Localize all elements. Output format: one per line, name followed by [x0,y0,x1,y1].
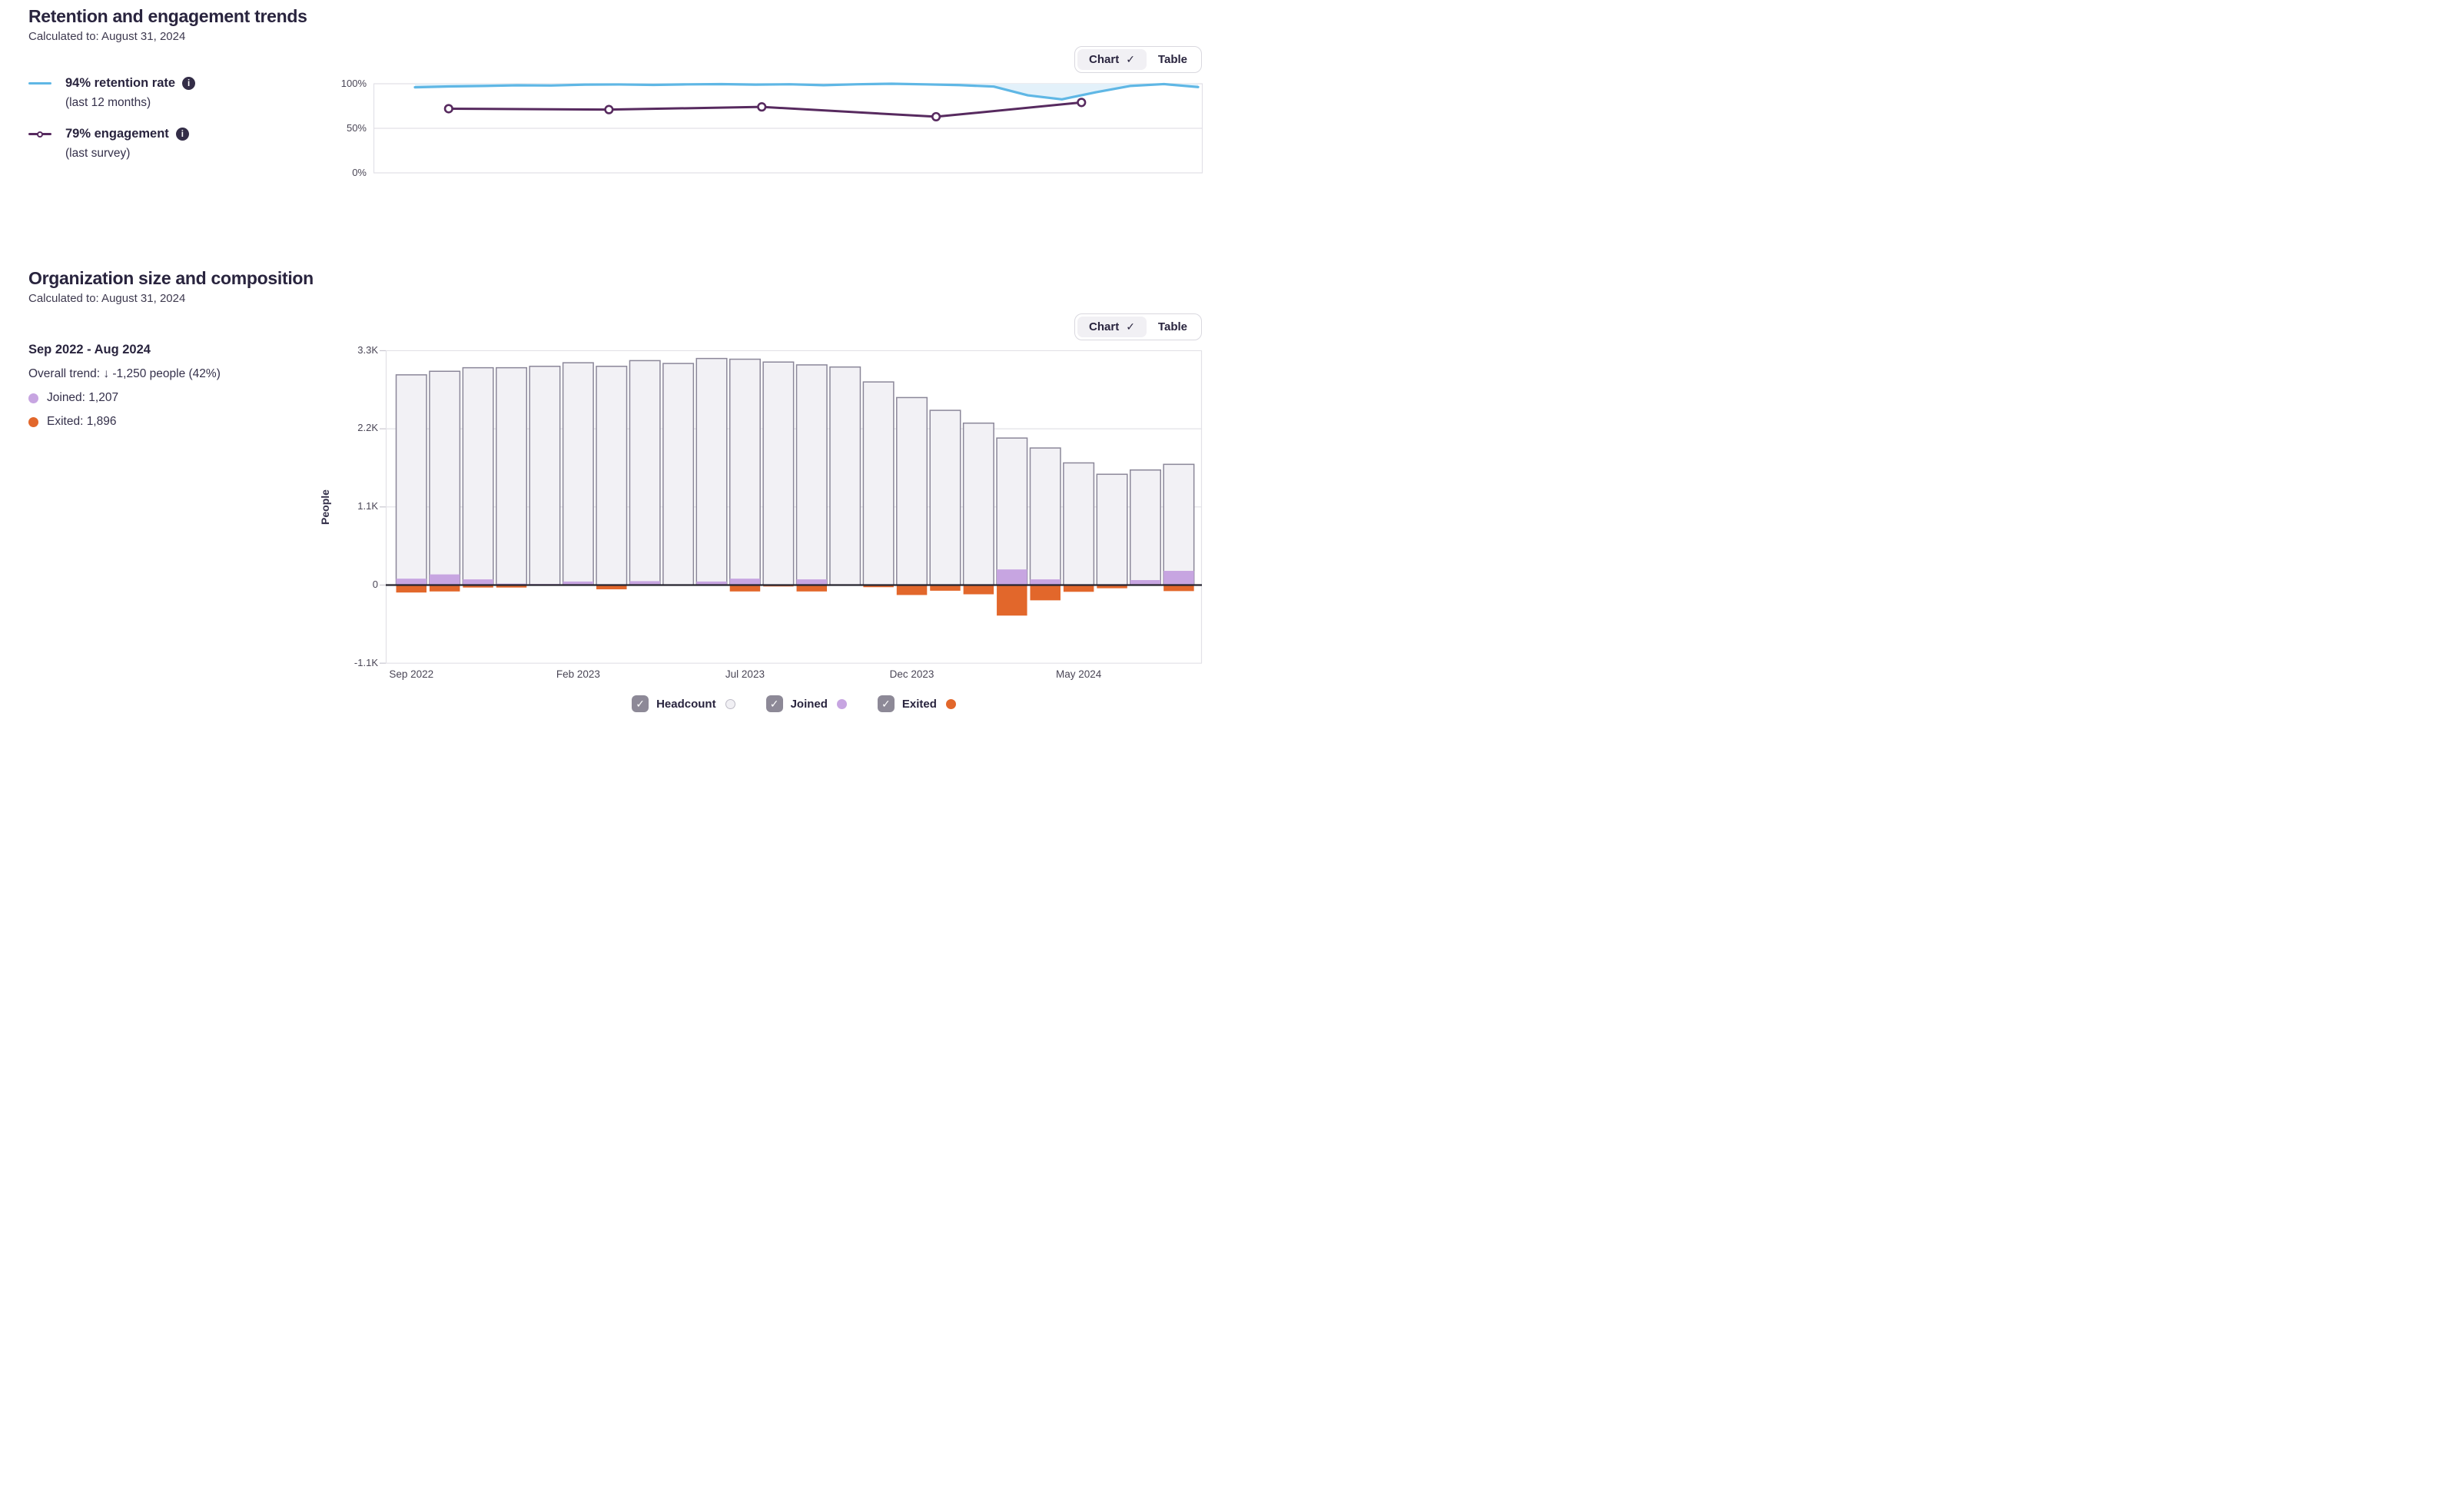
org-ytick-neg1100: -1.1K [354,657,378,668]
organization-section-title: Organization size and composition [28,268,314,288]
retention-section-title: Retention and engagement trends [28,6,307,26]
joined-legend-item: ✓ Joined [765,695,847,712]
organization-view-toggle: Chart ✓ Table [1074,313,1202,340]
retention-rate-period: (last 12 months) [65,96,151,109]
retention-ytick-0: 0% [352,167,367,178]
dashboard-page: Retention and engagement trends Calculat… [0,0,1226,756]
exited-dot-icon [28,416,38,427]
overall-trend: Overall trend: ↓ -1,250 people (42%) [28,367,221,380]
headcount-checkbox[interactable]: ✓ [632,695,649,712]
org-ytick-1100: 1.1K [357,500,378,512]
check-icon: ✓ [1126,320,1135,333]
org-xtick-label: May 2024 [1055,668,1102,680]
retention-ytick-50: 50% [346,122,367,134]
organization-table-tab[interactable]: Table [1147,317,1199,337]
retention-view-toggle: Chart ✓ Table [1074,46,1202,73]
headcount-legend-item: ✓ Headcount [632,695,735,712]
table-tab-label: Table [1157,320,1187,333]
org-bar-chart [380,350,1203,664]
org-xtick-label: Feb 2023 [556,668,600,680]
org-ytick-3300: 3.3K [357,344,378,356]
marker-circle-icon [37,131,43,138]
retention-table-tab[interactable]: Table [1147,49,1199,70]
joined-label: Joined [790,697,828,711]
table-tab-label: Table [1157,53,1187,66]
retention-line-chart [373,75,1203,179]
retention-plot [373,82,1203,174]
date-range: Sep 2022 - Aug 2024 [28,343,151,356]
engagement-line-swatch [28,131,51,138]
org-plot [380,350,1203,664]
retention-calculated-to: Calculated to: August 31, 2024 [28,30,186,43]
engagement-period: (last survey) [65,147,131,160]
joined-swatch-icon [836,698,847,709]
retention-ytick-100: 100% [340,78,367,89]
retention-chart-tab[interactable]: Chart ✓ [1077,49,1147,70]
organization-summary: Sep 2022 - Aug 2024 Overall trend: ↓ -1,… [28,343,221,439]
joined-checkbox[interactable]: ✓ [765,695,783,712]
exited-swatch-icon [945,698,956,709]
retention-legend: 94% retention rate i (last 12 months) 79… [28,76,196,177]
retention-rate-legend-item: 94% retention rate i (last 12 months) [28,76,196,110]
exited-total: Exited: 1,896 [47,415,117,428]
org-xtick-label: Jul 2023 [725,668,765,680]
engagement-value: 79% engagement [65,127,169,141]
chart-tab-label: Chart [1089,320,1120,333]
organization-chart-tab[interactable]: Chart ✓ [1077,317,1147,337]
org-ytick-2200: 2.2K [357,422,378,433]
joined-summary: Joined: 1,207 [28,391,221,405]
exited-legend-item: ✓ Exited [877,695,956,712]
org-xtick-label: Dec 2023 [889,668,934,680]
check-icon: ✓ [1126,53,1135,65]
headcount-swatch-icon [725,698,735,709]
info-icon[interactable]: i [182,77,196,90]
exited-checkbox[interactable]: ✓ [877,695,895,712]
joined-dot-icon [28,393,38,403]
org-xtick-label: Sep 2022 [389,668,434,680]
retention-rate-value: 94% retention rate [65,76,176,90]
series-visibility-legend: ✓ Headcount ✓ Joined ✓ Exited [386,695,1202,712]
organization-calculated-to: Calculated to: August 31, 2024 [28,292,186,305]
headcount-label: Headcount [656,697,716,711]
org-ytick-0: 0 [372,579,378,590]
chart-tab-label: Chart [1089,53,1120,66]
exited-summary: Exited: 1,896 [28,415,221,429]
joined-total: Joined: 1,207 [47,391,119,404]
retention-line-swatch [28,81,51,85]
engagement-legend-item: 79% engagement i (last survey) [28,127,195,161]
info-icon[interactable]: i [175,128,189,141]
exited-label: Exited [901,697,937,711]
